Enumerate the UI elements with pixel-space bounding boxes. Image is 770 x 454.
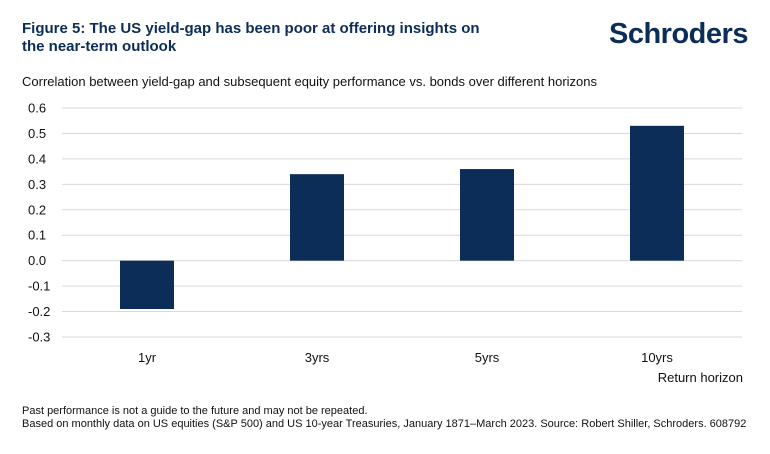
x-tick-label: 10yrs — [641, 350, 673, 365]
x-axis-label: Return horizon — [658, 370, 743, 385]
y-tick-label: 0.1 — [28, 228, 46, 243]
bar-1yr — [120, 260, 174, 310]
y-tick-label: 0.5 — [28, 126, 46, 141]
y-tick-label: -0.1 — [28, 279, 50, 294]
schroders-logo: Schroders — [609, 18, 748, 50]
gridlines — [62, 107, 742, 338]
chart-title: Correlation between yield-gap and subseq… — [22, 74, 597, 89]
x-tick-label: 1yr — [138, 350, 157, 365]
bar-3yrs — [290, 174, 344, 261]
y-tick-label: 0.0 — [28, 253, 46, 268]
y-tick-label: 0.3 — [28, 177, 46, 192]
bar-5yrs — [460, 169, 514, 261]
y-tick-label: -0.2 — [28, 304, 50, 319]
y-tick-label: 0.6 — [28, 101, 46, 116]
footnote-source: Based on monthly data on US equities (S&… — [22, 418, 747, 430]
y-tick-label: 0.4 — [28, 151, 46, 166]
x-tick-label: 5yrs — [475, 350, 500, 365]
x-tick-label: 3yrs — [305, 350, 330, 365]
y-axis-ticks: 0.6 0.5 0.4 0.3 0.2 0.1 0.0 -0.1 -0.2 -0.3 — [28, 101, 50, 345]
footnote-performance: Past performance is not a guide to the f… — [22, 405, 368, 417]
figure-title: Figure 5: The US yield-gap has been poor… — [22, 20, 480, 55]
y-tick-label: 0.2 — [28, 202, 46, 217]
bars — [120, 125, 684, 310]
y-tick-label: -0.3 — [28, 330, 50, 345]
x-axis-ticks: 1yr 3yrs 5yrs 10yrs — [138, 350, 673, 365]
bar-10yrs — [630, 125, 684, 261]
